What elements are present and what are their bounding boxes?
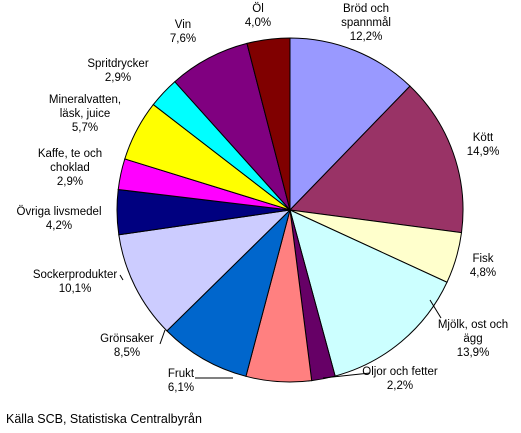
slice-labels: Bröd och spannmål 12,2% Kött 14,9% Fisk 4,8% Mj… (17, 3, 509, 394)
label-gronsaker: Grönsaker 8,5% (100, 333, 154, 359)
label-mjolk-ost-och-agg: Mjölk, ost och ägg 13,9% (438, 319, 508, 359)
leader-gronsaker (159, 329, 166, 345)
label-vin: Vin 7,6% (170, 19, 196, 45)
leader-mjolk-ost-och-agg (429, 299, 442, 319)
label-fisk: Fisk 4,8% (470, 253, 496, 279)
label-mineralvatten-lask-juice: Mineralvatten, läsk, juice 5,7% (49, 94, 121, 134)
leader-lines (119, 274, 442, 379)
label-kott: Kött 14,9% (467, 132, 500, 158)
slice-ol (246, 37, 291, 211)
slice-mjolk-ost-och-agg (289, 209, 448, 377)
pie-slices (116, 37, 464, 383)
label-ol: Öl 4,0% (245, 3, 271, 29)
label-brod-och-spannmal: Bröd och spannmål 12,2% (341, 3, 391, 43)
slice-gronsaker (166, 208, 291, 377)
leader-oljor-och-fetter (322, 372, 371, 379)
label-sockerprodukter: Sockerprodukter 10,1% (33, 269, 118, 295)
label-kaffe-te-och-choklad: Kaffe, te och choklad 2,9% (38, 148, 102, 188)
label-frukt: Frukt 6,1% (168, 368, 195, 394)
slice-sockerprodukter (118, 209, 292, 332)
slice-kott (288, 85, 464, 234)
leader-sockerprodukter (119, 274, 124, 281)
source-note: Källa SCB, Statistiska Centralbyrån (6, 412, 202, 426)
label-ovriga-livsmedel: Övriga livsmedel 4,2% (17, 206, 102, 232)
label-spritdrycker: Spritdrycker 2,9% (87, 58, 149, 84)
label-oljor-och-fetter: Oljor och fetter 2,2% (362, 366, 438, 392)
slice-brod-och-spannmal (289, 37, 411, 212)
